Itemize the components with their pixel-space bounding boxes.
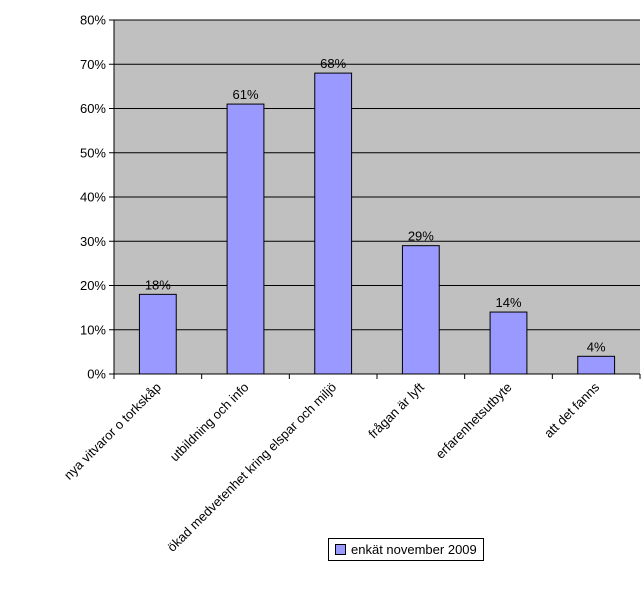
y-tick-label: 40% [80, 190, 106, 205]
data-label: 18% [145, 277, 171, 292]
category-label: erfarenhetsutbyte [432, 380, 514, 462]
data-label: 29% [408, 229, 434, 244]
bar [314, 72, 353, 375]
x-axis [113, 373, 641, 379]
bars [138, 72, 616, 375]
y-tick-label: 70% [80, 57, 106, 72]
category-label: utbildning och info [167, 380, 252, 465]
y-tick-label: 60% [80, 101, 106, 116]
bar [489, 311, 528, 375]
y-tick-label: 20% [80, 278, 106, 293]
bar [577, 355, 616, 375]
y-tick-label: 50% [80, 145, 106, 160]
category-label: frågan är lyft [365, 379, 427, 441]
category-labels: nya vitvaror o torkskåp utbildning och in… [61, 379, 603, 554]
category-label: att det fanns [541, 379, 603, 441]
bar [226, 103, 265, 375]
data-labels: 18% 61% 68% 29% 14% 4% [145, 56, 606, 354]
bar [138, 293, 177, 375]
y-tick-label: 10% [80, 322, 106, 337]
data-label: 14% [495, 295, 521, 310]
data-label: 4% [587, 339, 606, 354]
legend: enkät november 2009 [328, 538, 484, 561]
legend-label: enkät november 2009 [351, 542, 477, 557]
y-tick-label: 80% [80, 13, 106, 28]
category-label: nya vitvaror o torkskåp [61, 380, 164, 483]
gridlines [114, 19, 640, 331]
y-tick-label: 0% [87, 367, 106, 382]
legend-swatch [335, 544, 346, 555]
y-tick-label: 30% [80, 234, 106, 249]
bar [401, 245, 440, 375]
category-label: ökad medvetenhet kring elspar och miljö [164, 380, 339, 555]
data-label: 61% [232, 87, 258, 102]
data-label: 68% [320, 56, 346, 71]
y-axis: 0% 10% 20% 30% 40% 50% 60% 70% 80% [80, 13, 115, 382]
